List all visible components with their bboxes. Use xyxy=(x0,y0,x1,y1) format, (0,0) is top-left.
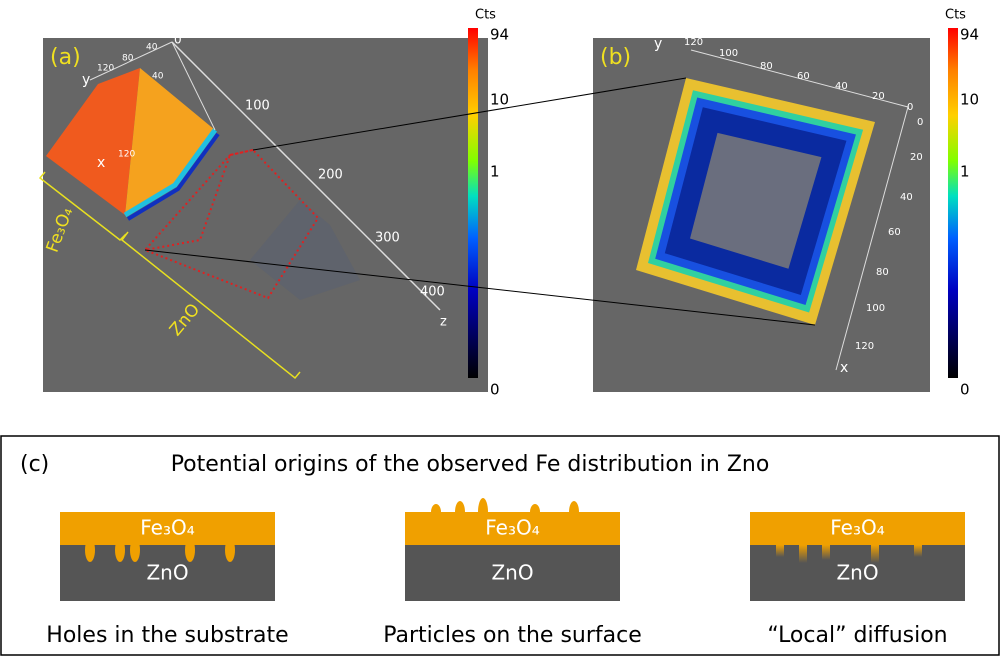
panel-title: Potential origins of the observed Fe dis… xyxy=(171,452,770,477)
layer-label: ZnO xyxy=(146,561,188,585)
panel-c-box xyxy=(0,435,1000,656)
axis-label: y xyxy=(82,72,90,88)
axis-label: 60 xyxy=(888,227,901,238)
axis-label: 40 xyxy=(900,192,913,203)
axis-label: 100 xyxy=(245,99,270,114)
particle xyxy=(478,498,488,526)
colorbar-label: 94 xyxy=(490,26,509,44)
colorbar-label: 0 xyxy=(960,381,970,399)
axis-label: 80 xyxy=(876,267,889,278)
particle xyxy=(455,501,465,523)
colorbar-label: 1 xyxy=(960,163,970,181)
layer-label: ZnO xyxy=(491,561,533,585)
substrate xyxy=(750,545,965,601)
axis-label: 0 xyxy=(917,117,923,128)
axis-label: 200 xyxy=(318,168,343,183)
colorbar-b xyxy=(948,28,958,378)
panel-a-art xyxy=(38,41,441,380)
substrate xyxy=(60,545,275,601)
panel-label: (a) xyxy=(50,45,81,70)
axis-label: 120 xyxy=(855,341,874,352)
axis-label: 120 xyxy=(684,37,703,48)
axis-label: 60 xyxy=(797,71,810,82)
axis-label: 0 xyxy=(907,102,913,113)
diffusion xyxy=(822,545,830,560)
axis-label: 120 xyxy=(97,64,114,74)
substrate xyxy=(405,545,620,601)
colorbar-label: 10 xyxy=(960,91,979,109)
caption: Holes in the substrate xyxy=(46,623,288,648)
diffusion xyxy=(776,545,784,557)
diffusion xyxy=(871,545,879,563)
panel-b-art xyxy=(636,49,909,371)
particle xyxy=(431,504,441,520)
layer-label: Fe₃O₄ xyxy=(485,516,540,540)
zoom-line xyxy=(252,77,687,151)
colorbar-label: 0 xyxy=(490,381,500,399)
axis-label: 0 xyxy=(174,33,182,47)
colorbar-title: Cts xyxy=(475,8,496,23)
axis-label: 80 xyxy=(760,61,773,72)
axis-label: 40 xyxy=(152,72,164,82)
film xyxy=(60,512,275,545)
axis-label: y xyxy=(654,36,662,52)
axis-label: x xyxy=(97,155,105,171)
caption: Particles on the surface xyxy=(383,623,642,648)
colorbar-label: 1 xyxy=(490,163,500,181)
axis-label: 20 xyxy=(910,152,923,163)
particle xyxy=(569,501,579,523)
axis-label: 300 xyxy=(375,231,400,246)
axis-label: 100 xyxy=(866,303,885,314)
axis-label: 100 xyxy=(719,48,738,59)
colorbar-a xyxy=(468,28,478,378)
diffusion xyxy=(799,545,807,563)
panel-label: (c) xyxy=(20,452,49,477)
particle xyxy=(530,504,540,520)
layer-label: Fe₃O₄ xyxy=(140,516,195,540)
axis-label: 80 xyxy=(122,54,134,64)
axis-label: 20 xyxy=(872,91,885,102)
axis-label: 120 xyxy=(118,150,135,160)
layer-label: ZnO xyxy=(836,561,878,585)
film xyxy=(405,512,620,545)
film xyxy=(750,512,965,545)
axis-label: 400 xyxy=(420,285,445,300)
axis-label: x xyxy=(840,360,848,376)
caption: “Local” diffusion xyxy=(767,623,947,648)
axis-label: 40 xyxy=(146,43,158,53)
axis-label: z xyxy=(440,315,447,330)
panel-label: (b) xyxy=(600,45,631,70)
colorbar-label: 10 xyxy=(490,91,509,109)
diffusion xyxy=(914,545,922,557)
axis-label: 40 xyxy=(835,81,848,92)
colorbar-title: Cts xyxy=(945,8,966,23)
layer-label: Fe₃O₄ xyxy=(830,516,885,540)
zoom-line xyxy=(144,249,816,326)
colorbar-label: 94 xyxy=(960,26,979,44)
